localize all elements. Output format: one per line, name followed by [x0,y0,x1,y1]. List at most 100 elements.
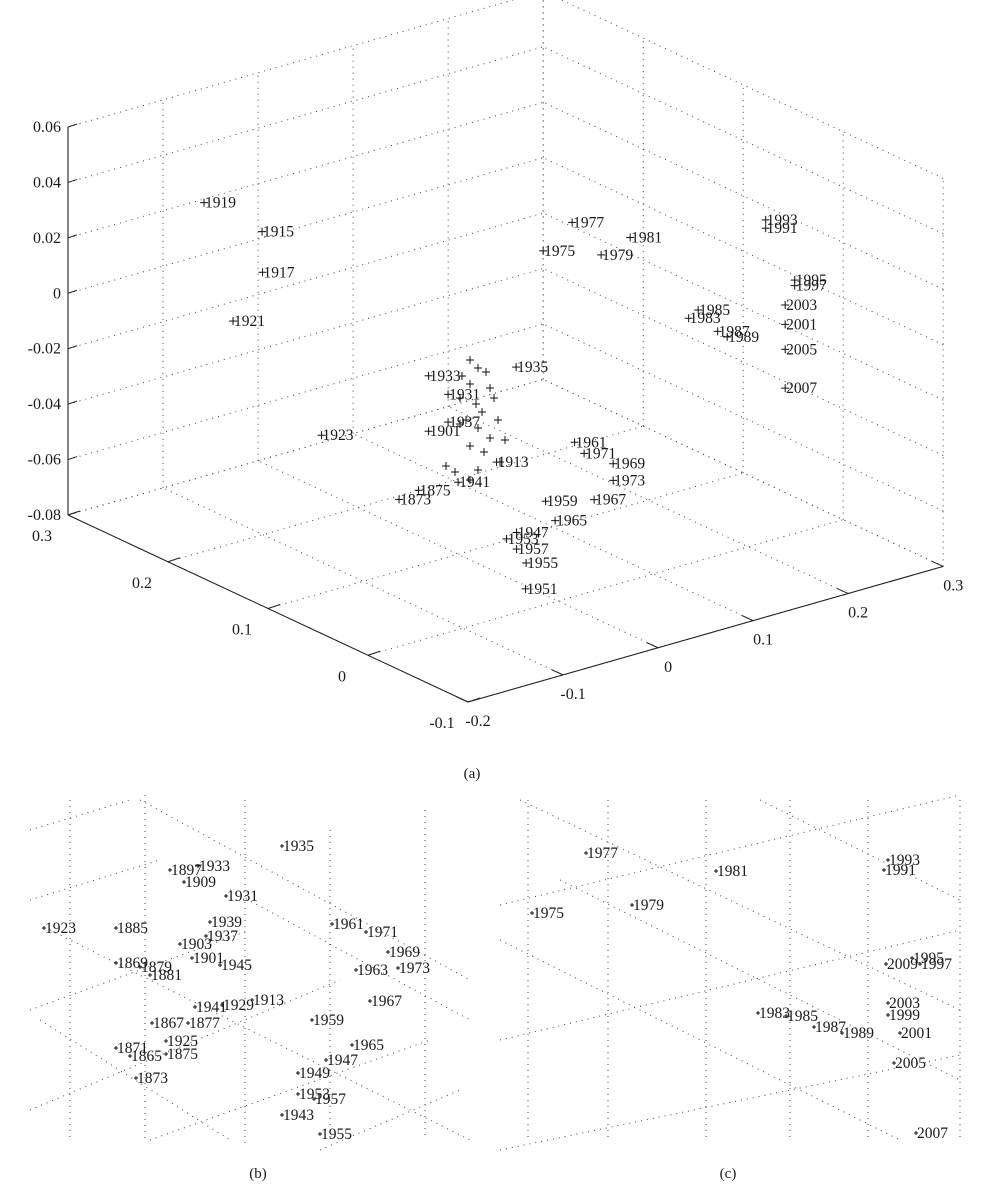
data-point-label: 1873 [137,1070,168,1087]
data-point-label: 1967 [595,492,626,509]
data-point-marker [478,408,486,416]
data-point-marker [444,418,453,427]
data-point-label: 1923 [45,920,76,937]
y-tick-label: 0.2 [132,575,152,592]
data-point: 1973 [396,960,430,977]
panel-a-dense-cluster [442,356,509,484]
caption-a: (a) [464,766,481,782]
data-point-label: 2005 [895,1055,926,1072]
z-tick-label: -0.08 [28,507,61,524]
data-point: 1873 [134,1070,168,1087]
data-point: 1939 [208,914,242,931]
data-point-marker [466,442,474,450]
data-point-marker [597,250,606,259]
x-axis-line [467,565,944,703]
data-point-marker [486,384,494,392]
data-point-label: 1875 [420,482,451,499]
data-point-marker [395,495,404,504]
data-point-label: 1971 [585,445,616,462]
y-tick-label: 0.3 [32,528,52,545]
data-point-marker [424,371,433,380]
data-point-marker [761,215,770,224]
data-point-label: 1961 [333,916,364,933]
data-point-label: 1979 [602,247,633,264]
data-point-label: 1941 [459,474,490,491]
data-point-marker [258,268,267,277]
data-point-marker [466,476,474,484]
data-point: 1995 [910,950,944,967]
panel-b-gridlines [29,795,471,1151]
data-point-label: 1943 [283,1107,314,1124]
data-point-label: 1881 [151,967,182,984]
data-point-marker [442,462,450,470]
data-point-label: 1971 [367,924,398,941]
data-point-label: 1901 [193,950,224,967]
data-point-marker [472,400,480,408]
data-point-label: 1935 [517,359,548,376]
data-point: 1953 [296,1086,330,1103]
data-point-label: 1977 [587,845,618,862]
data-point: 1999 [886,1007,920,1024]
data-point-label: 1933 [430,368,461,385]
data-point: 1993 [886,852,920,869]
data-point-marker [317,431,326,440]
data-point-label: 1981 [717,863,748,880]
data-point-label: 1871 [117,1040,148,1057]
data-point-label: 1969 [614,456,645,473]
data-point: 1969 [386,944,420,961]
data-point: 1957 [312,1091,346,1108]
data-point-label: 1921 [234,313,265,330]
data-point-marker [568,218,577,227]
data-point-marker [502,534,511,543]
data-point: 1977 [584,845,618,862]
data-point: 1961 [330,916,364,933]
data-point-label: 1935 [283,838,314,855]
data-point-marker [512,528,521,537]
data-point-label: 1955 [527,555,558,572]
data-point-label: 1975 [544,243,575,260]
data-point-label: 1937 [449,414,480,431]
z-tick-label: -0.04 [28,396,61,413]
data-point: 1881 [148,967,182,984]
data-point-label: 1983 [759,1005,790,1022]
data-point-marker [258,227,267,236]
data-point-label: 1939 [211,914,242,931]
data-point-label: 1979 [633,897,664,914]
data-point-marker [466,356,474,364]
data-point-marker [200,198,209,207]
data-point-marker [590,495,599,504]
data-point: 1981 [714,863,748,880]
data-point-label: 1931 [449,386,480,403]
data-point: 1949 [296,1065,330,1082]
data-point-label: 1897 [171,862,202,879]
panel-c-gridlines [499,794,961,1151]
data-point-marker [512,545,521,554]
data-point-label: 1965 [556,513,587,530]
data-point-label: 1929 [223,997,254,1014]
data-point-label: 1913 [498,454,529,471]
data-point-marker [414,486,423,495]
data-point: 1975 [530,905,564,922]
data-point: 1941 [193,999,227,1016]
data-point-marker [626,233,635,242]
data-point-label: 1965 [353,1037,384,1054]
data-point: 1971 [364,924,398,941]
data-point-label: 1937 [207,928,238,945]
data-point-marker [474,424,482,432]
data-point-label: 1925 [167,1033,198,1050]
data-point-label: 1915 [263,224,294,241]
data-point-label: 1999 [889,1007,920,1024]
data-point: 1871 [114,1040,148,1057]
data-point: 1979 [630,897,664,914]
data-point-marker [580,449,589,458]
data-point-marker [539,246,548,255]
z-tick-label: 0.02 [33,230,61,247]
data-point-label: 1985 [787,1008,818,1025]
y-tick-label: 0.1 [232,622,252,639]
data-point-marker [462,416,470,424]
data-point-marker [551,516,560,525]
data-point-label: 1967 [371,993,402,1010]
data-point-marker [522,558,531,567]
data-point: 1985 [784,1008,818,1025]
